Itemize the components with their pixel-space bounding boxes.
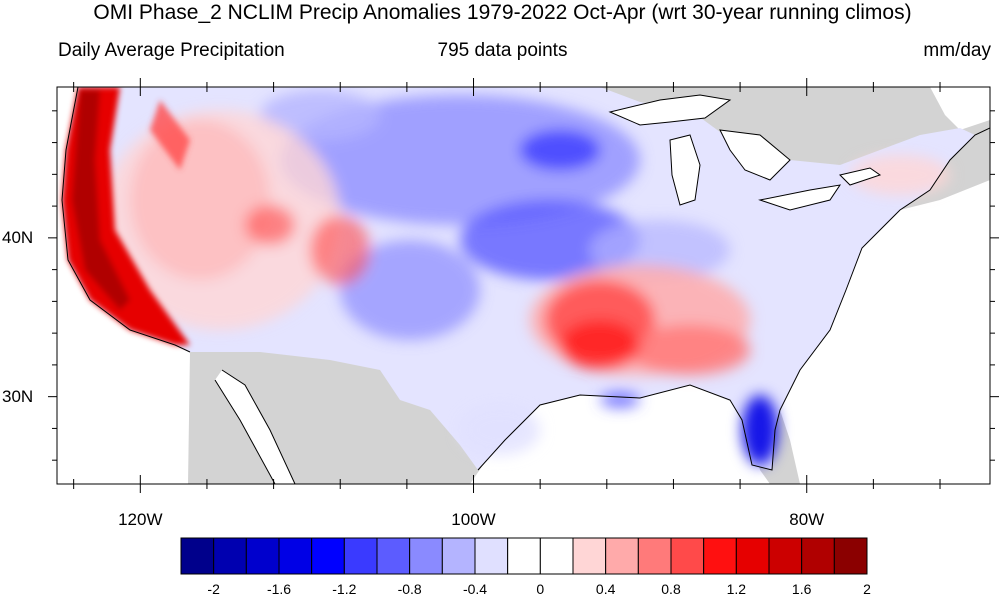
colorbar-swatch bbox=[343, 537, 378, 575]
west-coast-anomaly bbox=[62, 87, 190, 345]
lon-label: 80W bbox=[789, 510, 825, 529]
colorbar-swatch bbox=[474, 537, 509, 575]
colorbar-swatch bbox=[409, 537, 443, 575]
colorbar-swatch bbox=[311, 537, 345, 575]
lon-label: 120W bbox=[118, 510, 163, 529]
colorbar-tick-label: -1.6 bbox=[266, 581, 292, 597]
anomaly-shading bbox=[100, 90, 950, 465]
colorbar-swatch bbox=[735, 537, 770, 575]
map-ticks bbox=[48, 78, 999, 493]
colorbar-tick-label: -0.4 bbox=[462, 581, 488, 597]
colorbar-swatch bbox=[801, 537, 835, 575]
data-points-label: 795 data points bbox=[437, 40, 568, 61]
colorbar-swatch bbox=[572, 537, 607, 575]
colorbar-tick-label: 0.8 bbox=[661, 581, 681, 597]
colorbar-swatch bbox=[507, 537, 541, 575]
lat-label: 30N bbox=[2, 386, 34, 406]
units-label: mm/day bbox=[923, 40, 991, 61]
colorbar-swatch bbox=[605, 537, 639, 575]
colorbar-swatch bbox=[670, 537, 705, 575]
colorbar bbox=[180, 537, 868, 575]
colorbar-tick-label: 2 bbox=[863, 581, 871, 597]
colorbar-tick-label: 1.2 bbox=[726, 581, 747, 597]
colorbar-swatch bbox=[539, 537, 574, 575]
colorbar-swatch bbox=[278, 537, 313, 575]
map-frame bbox=[56, 86, 991, 485]
colorbar-tick-label: 1.6 bbox=[791, 581, 812, 597]
colorbar-swatch bbox=[180, 537, 215, 575]
gulf-of-mexico bbox=[470, 385, 770, 484]
colorbar-tick-label: -2 bbox=[207, 581, 220, 597]
colorbar-tick-label: 0.4 bbox=[595, 581, 616, 597]
colorbar-swatch bbox=[703, 537, 737, 575]
gulf-of-california bbox=[215, 370, 295, 484]
colorbar-tick-label: 0 bbox=[536, 581, 545, 597]
northern-water bbox=[930, 87, 990, 130]
colorbar-tick-label: -0.8 bbox=[397, 581, 422, 597]
colorbar-swatch bbox=[637, 537, 672, 575]
colorbar-swatch bbox=[833, 537, 868, 575]
figure-title: OMI Phase_2 NCLIM Precip Anomalies 1979-… bbox=[93, 1, 912, 24]
variable-label: Daily Average Precipitation bbox=[58, 40, 285, 61]
colorbar-tick-label: -1.2 bbox=[332, 581, 357, 597]
lat-label: 40N bbox=[2, 227, 34, 247]
colorbar-swatch bbox=[768, 537, 803, 575]
colorbar-swatch bbox=[441, 537, 476, 575]
coastlines bbox=[61, 87, 990, 484]
lon-label: 100W bbox=[451, 510, 496, 529]
colorbar-swatch bbox=[213, 537, 247, 575]
colorbar-swatch bbox=[376, 537, 411, 575]
colorbar-swatch bbox=[245, 537, 280, 575]
atlantic-ocean bbox=[780, 180, 990, 484]
great-lakes bbox=[608, 94, 882, 211]
pacific-ocean bbox=[57, 87, 190, 484]
